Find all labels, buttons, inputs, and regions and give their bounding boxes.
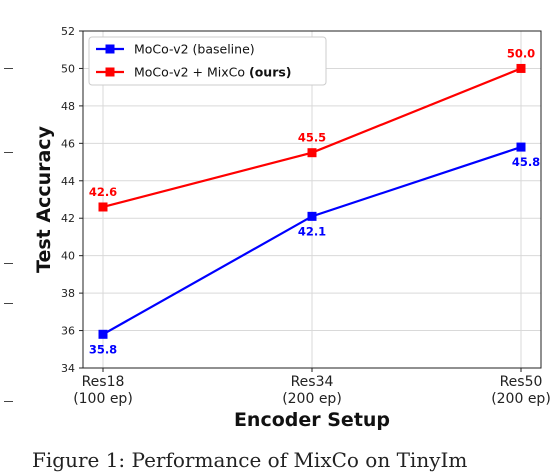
legend-label: MoCo-v2 (baseline) — [134, 42, 255, 57]
y-axis: 34 36 38 40 42 44 46 48 50 52 — [61, 25, 83, 375]
line-chart: 34 36 38 40 42 44 46 48 50 52 Res18 (100 ep) Res34(… — [33, 25, 551, 431]
x-axis-title: Encoder Setup — [234, 409, 390, 431]
y-tick-label: 40 — [61, 250, 75, 263]
data-point — [516, 142, 526, 152]
y-tick-label: 52 — [61, 25, 75, 38]
legend-swatch-marker — [105, 67, 115, 77]
y-axis-title: Test Accuracy — [33, 125, 55, 273]
margin-mark — [4, 68, 13, 69]
data-label: 45.8 — [512, 155, 540, 169]
data-label: 42.1 — [298, 224, 326, 238]
margin-mark — [4, 263, 13, 264]
y-tick-label: 46 — [61, 137, 75, 150]
x-tick-label: Res50 (200 ep) — [491, 374, 551, 407]
data-point — [516, 63, 526, 73]
legend-box — [88, 36, 327, 86]
x-tick-label: Res34 (200 ep) — [282, 374, 342, 407]
y-tick-label: 48 — [61, 100, 75, 113]
plot-frame — [82, 30, 542, 369]
y-tick-label: 38 — [61, 287, 75, 300]
data-label: 45.5 — [298, 131, 326, 145]
legend: MoCo-v2 (baseline) MoCo-v2 + MixCo (ours) — [88, 36, 327, 86]
margin-mark — [4, 303, 13, 304]
margin-mark — [4, 401, 13, 402]
data-label: 50.0 — [507, 46, 535, 60]
data-point — [98, 202, 108, 212]
y-tick-label: 44 — [61, 175, 75, 188]
data-point — [307, 148, 317, 158]
legend-swatch-marker — [105, 44, 115, 54]
y-tick-label: 36 — [61, 325, 75, 338]
series-layer: 35.8 42.1 45.8 42.6 45.5 50.0 — [89, 46, 540, 356]
x-axis: Res18 (100 ep) Res34 (200 ep) Res50 (200 ep) — [73, 368, 551, 407]
legend-label: MoCo-v2 + MixCo (ours) — [134, 65, 292, 80]
margin-mark — [4, 152, 13, 153]
figure-caption: Figure 1: Performance of MixCo on TinyIm — [32, 448, 468, 472]
x-tick-label: Res18 (100 ep) — [73, 374, 133, 407]
data-label: 42.6 — [89, 185, 117, 199]
data-label: 35.8 — [89, 342, 117, 356]
y-tick-label: 34 — [61, 362, 75, 375]
data-point — [307, 211, 317, 221]
data-point — [98, 329, 108, 339]
y-tick-label: 42 — [61, 212, 75, 225]
y-tick-label: 50 — [61, 62, 75, 75]
